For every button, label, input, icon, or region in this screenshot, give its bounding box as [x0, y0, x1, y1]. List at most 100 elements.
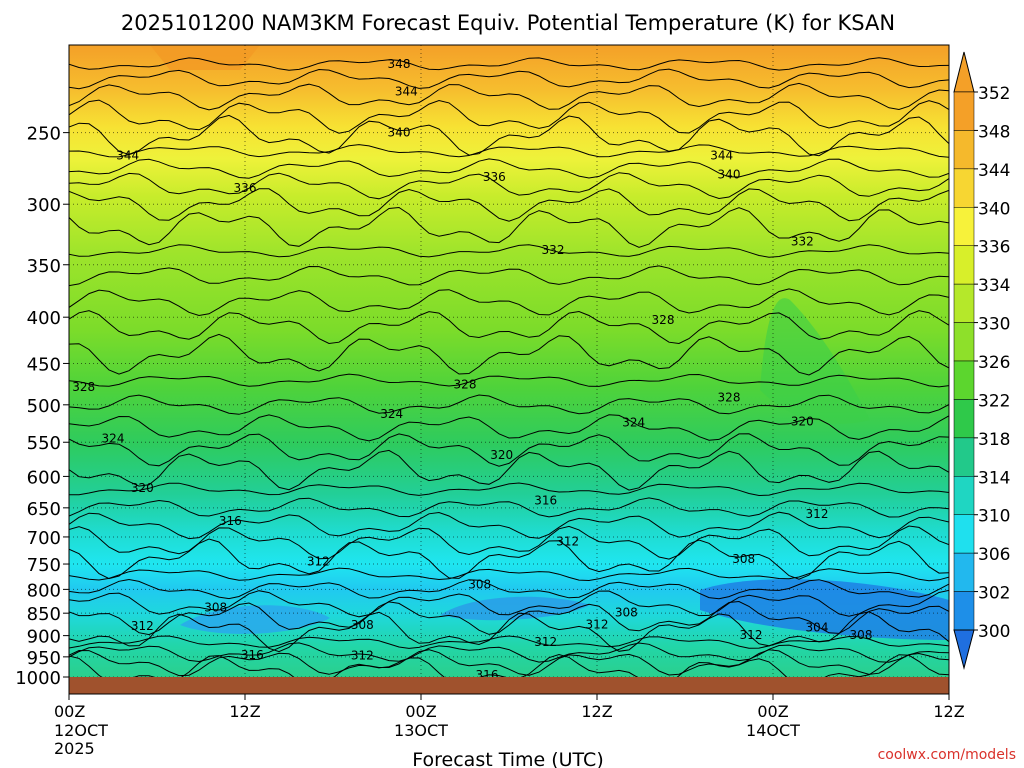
contour-label-text: 340 [388, 126, 411, 140]
contour-label-text: 308 [351, 618, 374, 632]
colorbar-label: 344 [978, 161, 1010, 181]
x-axis-label: Forecast Time (UTC) [412, 749, 603, 768]
contour-label-text: 320 [490, 448, 513, 462]
contour-label-text: 316 [534, 494, 557, 508]
contour-line [69, 414, 949, 442]
contour-line [69, 525, 949, 560]
contour-line [69, 57, 949, 71]
contour-line [69, 310, 949, 345]
contour-label-text: 340 [718, 167, 741, 181]
colorbar-segment [953, 399, 975, 439]
contour-label: 312 [351, 649, 374, 663]
contour-label-text: 320 [131, 481, 154, 495]
contour-label-text: 336 [483, 170, 506, 184]
chart-title: 2025101200 NAM3KM Forecast Equiv. Potent… [121, 11, 895, 35]
plot-area: 348 344 344 344 340 340 336 336 332 332 328 328 328 3… [69, 45, 949, 682]
contour-label: 340 [718, 167, 741, 181]
y-tick-label: 850 [27, 604, 61, 625]
x-tick-label-mid: 12OCT [54, 721, 108, 740]
colorbar-label: 318 [978, 430, 1010, 450]
contour-line [69, 144, 949, 158]
contour-label-text: 328 [652, 313, 675, 327]
contour-line [69, 511, 949, 540]
y-tick-label: 700 [27, 528, 61, 549]
colorbar-label: 314 [978, 468, 1010, 488]
contour-label: 324 [102, 432, 125, 446]
contour-label-text: 344 [116, 149, 139, 163]
contour-label-text: 308 [615, 605, 638, 619]
contour-line [69, 68, 949, 90]
contour-label: 304 [806, 621, 829, 635]
contour-line [69, 482, 949, 497]
contour-label: 320 [791, 415, 814, 429]
colorbar-segment [953, 207, 975, 246]
colorbar-segment [953, 437, 975, 477]
contour-label: 308 [351, 618, 374, 632]
contour-label: 340 [388, 126, 411, 140]
contour-line [69, 244, 949, 258]
x-tick-label-top: 12Z [581, 702, 612, 721]
contour-line [69, 589, 949, 618]
contour-line [69, 99, 949, 134]
contour-label-text: 316 [476, 668, 499, 682]
contour-label: 344 [395, 84, 418, 98]
colorbar-segment [953, 91, 975, 131]
plot-frame [68, 44, 950, 695]
colorbar-segment [953, 591, 975, 631]
contour-label: 320 [131, 481, 154, 495]
contour-label: 320 [490, 448, 513, 462]
contour-label-text: 324 [102, 432, 125, 446]
colorbar-label: 348 [978, 122, 1010, 142]
contour-label-text: 328 [718, 391, 741, 405]
contour-line [69, 373, 949, 388]
contour-label: 328 [652, 313, 675, 327]
contour-label: 312 [586, 618, 609, 632]
contour-label: 324 [622, 415, 645, 429]
contour-label: 312 [131, 619, 154, 633]
contour-label: 316 [534, 494, 557, 508]
contour-label: 308 [468, 577, 491, 591]
cool-pocket-low-level-3 [700, 579, 949, 640]
contour-label-text: 312 [556, 534, 579, 548]
contour-label-text: 344 [710, 149, 733, 163]
contour-label-text: 308 [850, 628, 873, 642]
ground-surface [69, 677, 949, 694]
contour-line [69, 158, 949, 179]
colorbar-label: 330 [978, 315, 1010, 335]
credit-text: coolwx.com/models [878, 747, 1016, 763]
x-tick-label-mid: 13OCT [394, 721, 448, 740]
contour-line [69, 188, 949, 222]
contour-label: 308 [204, 601, 227, 615]
colorbar-segment [953, 245, 975, 285]
colorbar-upper-triangle [953, 51, 975, 93]
contour-label: 312 [307, 554, 330, 568]
contour-label-text: 348 [388, 57, 411, 71]
x-tick-label-bottom: 2025 [54, 739, 95, 758]
contour-label-text: 316 [219, 514, 242, 528]
contour-label: 348 [388, 57, 411, 71]
contour-line [69, 206, 949, 248]
colorbar-label: 340 [978, 199, 1010, 219]
colorbar: 352 348 344 340 336 334 330 326 322 318 314 310 306 3… [953, 51, 1010, 670]
contour-label-text: 308 [468, 577, 491, 591]
contour-label-text: 312 [534, 635, 557, 649]
colorbar-label: 306 [978, 545, 1010, 565]
contour-label-text: 304 [806, 621, 829, 635]
contour-label-text: 312 [351, 649, 374, 663]
contour-label: 312 [556, 534, 579, 548]
x-tick-label-top: 00Z [54, 702, 85, 721]
colorbar-label: 322 [978, 391, 1010, 411]
contour-label-text: 332 [791, 235, 814, 249]
y-tick-label: 300 [27, 195, 61, 216]
contour-label: 308 [615, 605, 638, 619]
contour-lines [69, 57, 949, 678]
contour-label-text: 324 [622, 415, 645, 429]
moist-plume-day2 [760, 298, 870, 424]
contour-line [69, 172, 949, 200]
contour-label: 336 [234, 181, 257, 195]
contour-label-text: 312 [131, 619, 154, 633]
colorbar-segment [953, 283, 975, 323]
contour-line [69, 114, 949, 157]
contour-labels: 348 344 344 344 340 340 336 336 332 332 328 328 328 3… [72, 57, 873, 682]
contour-label-text: 308 [204, 601, 227, 615]
